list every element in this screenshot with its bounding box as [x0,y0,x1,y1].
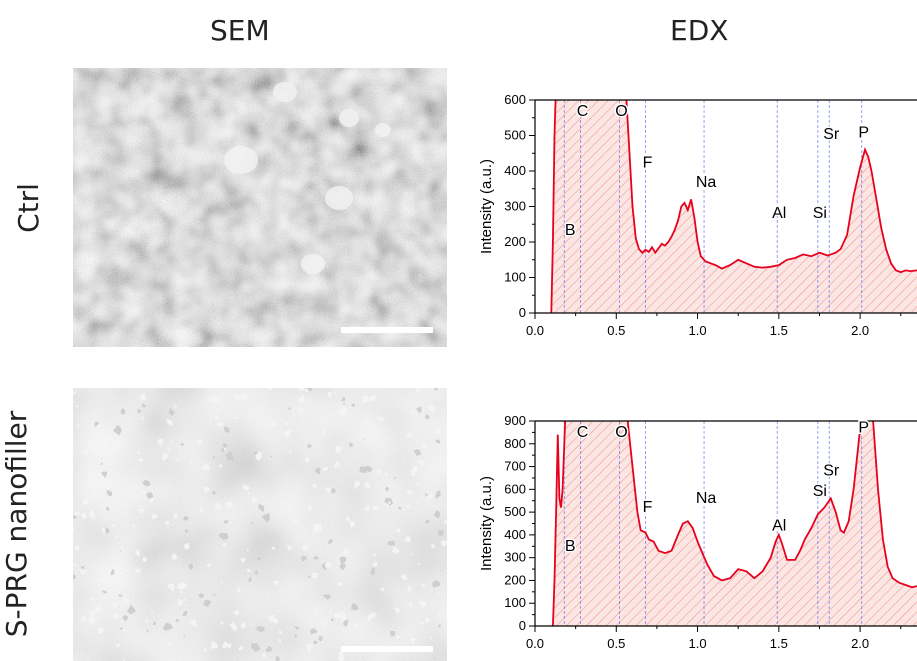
edx-chart-ctrl: 0 100 200 300 400 500 600 0.0 0.5 1.0 1.5 2.0 Intens… [480,92,917,338]
x-tick-label: 0.0 [526,636,544,651]
ctrl-row-label: Ctrl [12,183,45,233]
sem-image-sprg [73,388,447,661]
y-tick-label: 600 [504,481,526,496]
sem-scale-bar-sprg [341,646,433,652]
edx-chart-sprg: 0 100 200 300 400 500 600 700 800 900 0.0 0.5 1.0 1.5… [480,413,917,651]
peak-label-si: Si [813,205,827,222]
peak-label-c: C [577,103,589,120]
x-tick-label: 0.5 [607,323,625,338]
y-tick-label: 700 [504,459,526,474]
peak-label-o: O [615,424,627,441]
x-tick-label: 1.0 [689,323,707,338]
y-tick-label: 500 [504,504,526,519]
x-tick-label: 2.0 [851,323,869,338]
peak-label-sr: Sr [823,463,840,480]
y-axis-label: Intensity (a.u.) [480,476,495,571]
spectrum-line [550,100,917,313]
spectrum-fill [552,421,917,626]
sprg-row-label: S-PRG nanofiller [0,410,33,638]
peak-label-na: Na [696,174,717,191]
x-tick-label: 2.0 [851,636,869,651]
x-tick-label: 1.5 [770,323,788,338]
y-tick-label: 0 [519,305,526,320]
peak-label-f: F [643,154,653,171]
y-tick-label: 100 [504,595,526,610]
peak-label-p: P [858,419,869,436]
y-tick-label: 300 [504,199,526,214]
y-tick-label: 500 [504,128,526,143]
x-tick-label: 1.5 [770,636,788,651]
sem-scale-bar-ctrl [341,327,433,333]
x-tick-label: 1.0 [689,636,707,651]
sem-image-ctrl [73,68,447,347]
peak-label-si: Si [813,483,827,500]
peak-label-f: F [643,499,653,516]
spectrum-line [552,421,917,626]
y-tick-label: 900 [504,413,526,428]
peak-label-p: P [858,124,869,141]
sem-column-title: SEM [210,14,270,47]
y-tick-label: 100 [504,270,526,285]
y-tick-label: 600 [504,92,526,107]
x-tick-label: 0.0 [526,323,544,338]
edx-column-title: EDX [670,14,729,47]
y-tick-label: 400 [504,163,526,178]
spectrum-fill [551,100,917,313]
peak-label-al: Al [772,205,786,222]
peak-label-c: C [577,424,589,441]
y-tick-label: 200 [504,572,526,587]
peak-label-b: B [565,222,576,239]
y-tick-label: 800 [504,436,526,451]
x-tick-label: 0.5 [607,636,625,651]
peak-label-sr: Sr [823,126,840,143]
peak-label-na: Na [696,490,717,507]
y-tick-label: 200 [504,234,526,249]
peak-label-o: O [615,103,627,120]
peak-label-b: B [565,538,576,555]
y-axis-label: Intensity (a.u.) [480,159,495,254]
peak-label-al: Al [772,517,786,534]
y-tick-label: 400 [504,527,526,542]
y-tick-label: 0 [519,618,526,633]
y-tick-label: 300 [504,550,526,565]
